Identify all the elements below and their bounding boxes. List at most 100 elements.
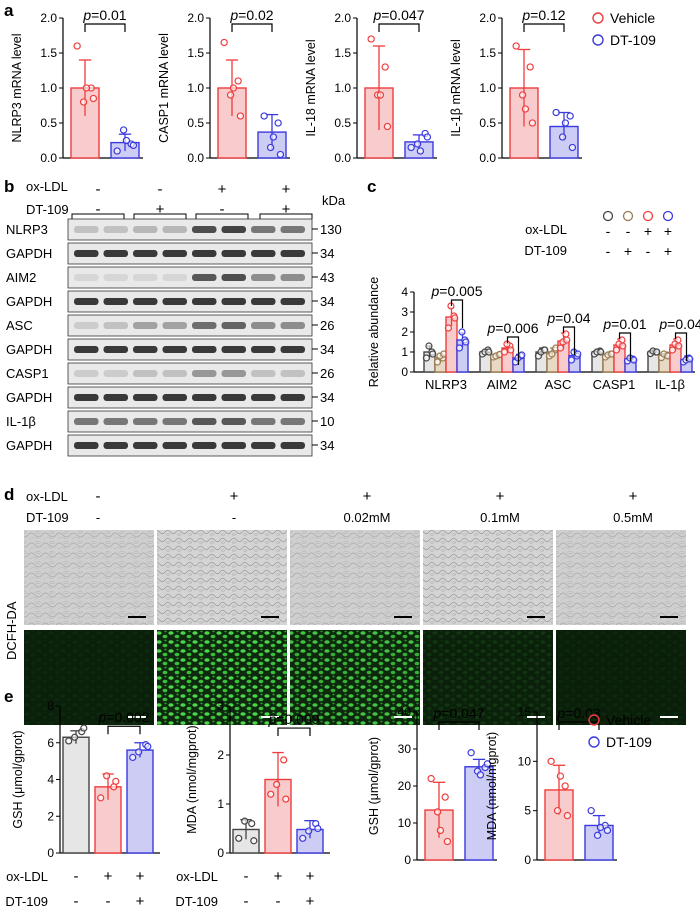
a2-dt-point: [266, 143, 275, 152]
a2-ytick-label: 0.0: [187, 151, 204, 165]
f2-vehicle-point: [561, 782, 569, 790]
legend-a: Vehicle DT-109: [592, 10, 656, 48]
f2-ytick-label: 10: [518, 754, 532, 768]
e1-g0-point: [71, 733, 79, 741]
blot-band: [103, 274, 128, 281]
micro-fluorescence-tile: [290, 630, 420, 725]
c-casp1-g3-point: [630, 356, 638, 364]
f2-ytick-label: 0: [524, 853, 531, 867]
a3-pvalue: p=0.047: [372, 7, 424, 23]
legend-dt-label: DT-109: [610, 32, 656, 48]
micro-dt-value: -: [232, 510, 236, 525]
a4-dt-point: [566, 112, 574, 120]
a1-ytick-label: 0.0: [40, 151, 57, 165]
blot-kda-value: 130: [320, 222, 342, 237]
blot-band: [192, 298, 217, 305]
a3-dt-point: [413, 140, 422, 148]
c-pvalue: p=0.04: [546, 310, 590, 326]
c-bracket: [450, 299, 464, 328]
legend-vehicle-marker: [592, 12, 604, 24]
e1-oxldl-sign: +: [136, 868, 145, 885]
blot-kda-label: kDa: [322, 193, 346, 208]
blot-band: [192, 394, 217, 401]
a4-ylabel: IL-1β mRNA level: [449, 39, 463, 137]
blot-band: [251, 322, 276, 329]
blot-band: [192, 274, 217, 281]
blot-band: [74, 298, 99, 305]
c-nlrp3-g2-point: [444, 324, 453, 332]
e1-ytick-label: 0: [47, 846, 54, 860]
blot-row-asc: ASC 26: [6, 314, 334, 337]
c-nlrp3-g1-point: [433, 358, 442, 366]
e2-dt-sign: -: [276, 893, 281, 910]
legend-f: Vehicle DT-109: [588, 712, 652, 750]
a1-ytick-label: 2.0: [40, 11, 57, 25]
c-asc-g1-point: [548, 350, 556, 358]
e2-g1-point: [280, 756, 288, 764]
a2-dt-point: [260, 112, 268, 120]
e1-pvalue: p=0.002: [97, 709, 149, 725]
c-legend-oxldl-sign: +: [644, 223, 652, 239]
c-ytick-label: 2: [401, 325, 408, 339]
blot-row-label: NLRP3: [6, 222, 48, 237]
a1-vehicle-point: [89, 94, 98, 103]
c-legend-oxldl-sign: +: [664, 223, 672, 239]
c-aim2-g2-point: [507, 346, 515, 354]
blot-band: [251, 274, 276, 281]
blot-band: [133, 442, 158, 449]
blot-band: [251, 370, 276, 377]
blot-row-gapdh: GAPDH 34: [6, 434, 334, 457]
c-nlrp3-g0-point: [429, 350, 437, 358]
a3-ytick-label: 2.0: [334, 11, 351, 25]
blot-band: [280, 226, 305, 233]
f2-dt-point: [593, 831, 602, 840]
blot-band: [251, 298, 276, 305]
c-legend-marker: [602, 210, 614, 222]
a4-vehicle-point: [512, 42, 520, 50]
c-casp1-g0-point: [597, 348, 605, 356]
a1-vehicle-point: [79, 98, 88, 106]
blot-band: [251, 226, 276, 233]
blot-row-label: GAPDH: [6, 294, 52, 309]
blot-band: [280, 370, 305, 377]
c-asc-g2-point: [556, 344, 565, 352]
panel-d-microscopy: ox-LDL DT-109 DCFH-DA - - + - +0.02mM +0.1mM +…: [4, 488, 686, 725]
c-casp1-g2-point: [612, 346, 621, 354]
legend-f-vehicle-marker: [588, 714, 600, 726]
panel-label-c: c: [367, 177, 376, 196]
blot-band: [162, 250, 187, 257]
e2-oxldl-sign: +: [274, 868, 283, 885]
e1-g2-bar: [126, 749, 154, 854]
blot-row-gapdh: GAPDH 34: [6, 242, 334, 265]
blot-band: [251, 418, 276, 425]
e2-g2-point: [305, 827, 313, 835]
f1-bracket: [438, 721, 480, 730]
c-ylabel: Relative abundance: [367, 277, 381, 388]
e1-dt-sign: -: [74, 893, 79, 910]
a1-ylabel: NLRP3 mRNA level: [10, 33, 24, 142]
a3-ytick-label: 1.0: [334, 81, 351, 95]
panel-label-d: d: [4, 485, 14, 504]
blot-band: [221, 298, 246, 305]
a1-ytick-label: 1.0: [40, 81, 57, 95]
blot-band: [74, 322, 99, 329]
f2-dt-point: [603, 826, 612, 835]
blot-band: [133, 370, 158, 377]
blot-band: [221, 442, 246, 449]
c-aim2-g3-point: [518, 351, 526, 359]
e2-oxldl-label: ox-LDL: [176, 869, 218, 884]
c-bracket: [506, 336, 520, 365]
blot-band: [74, 346, 99, 353]
blot-band: [103, 394, 128, 401]
blot-band: [133, 418, 158, 425]
c-category-label: AIM2: [487, 377, 517, 392]
a2-ytick-label: 1.0: [187, 81, 204, 95]
blot-band: [192, 346, 217, 353]
c-nlrp3-g3-point: [455, 344, 464, 352]
a4-ytick-label: 1.5: [479, 46, 496, 60]
a4-ytick-label: 0.0: [479, 151, 496, 165]
a1-dt-point: [119, 126, 128, 134]
f1-vehicle-point: [441, 793, 449, 801]
blot-band: [251, 346, 276, 353]
